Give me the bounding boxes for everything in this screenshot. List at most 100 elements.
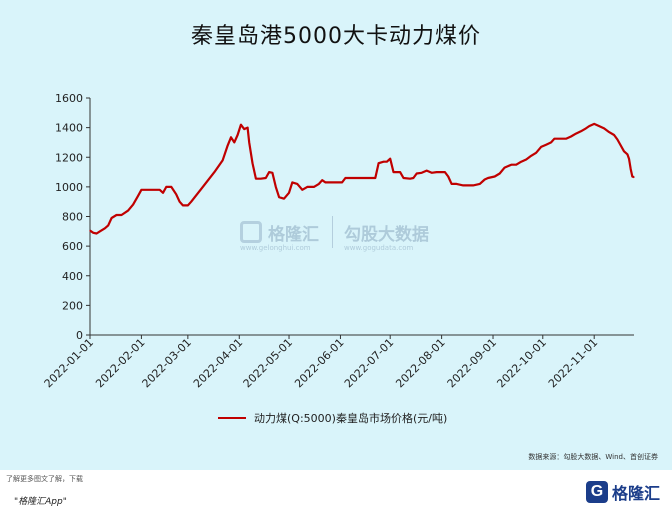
data-point: [132, 204, 134, 206]
data-point: [89, 230, 91, 232]
watermark-left: 格隆汇 www.gelonghui.com: [240, 218, 319, 252]
data-point: [233, 141, 235, 143]
data-point: [165, 186, 167, 188]
data-point: [402, 177, 405, 179]
data-point: [616, 138, 619, 141]
data-point: [318, 183, 320, 185]
data-point: [499, 172, 501, 175]
data-point: [182, 204, 184, 206]
data-point: [631, 175, 633, 178]
data-point: [251, 162, 254, 164]
data-point: [630, 168, 632, 170]
data-point: [137, 195, 139, 197]
x-tick-label: 2022-04-01: [191, 336, 245, 390]
data-point: [598, 125, 600, 127]
data-point: [462, 184, 464, 186]
y-tick-label: 600: [62, 240, 83, 253]
chart-title: 秦皇岛港5000大卡动力煤价: [191, 24, 481, 49]
data-point: [560, 138, 562, 140]
data-point: [374, 177, 376, 179]
data-point: [278, 196, 280, 198]
data-point: [504, 167, 506, 169]
data-point: [633, 176, 635, 178]
legend-swatch: [218, 417, 246, 419]
watermark-right-url: www.gogudata.com: [344, 244, 414, 252]
data-point: [484, 178, 486, 181]
data-point: [626, 153, 629, 155]
data-point: [202, 186, 204, 188]
data-point: [455, 183, 458, 185]
x-tick-label: 2022-05-01: [241, 336, 295, 390]
data-point: [271, 172, 273, 174]
data-point: [545, 144, 547, 146]
data-point: [115, 214, 118, 216]
legend-label: 动力煤(Q:5000)秦皇岛市场价格(元/吨): [254, 412, 448, 425]
data-point: [237, 134, 239, 136]
data-point: [92, 232, 94, 234]
data-point: [451, 183, 453, 185]
data-point: [613, 134, 615, 136]
x-tick-label: 2022-09-01: [445, 336, 499, 390]
series-layer: [89, 122, 635, 235]
y-axis: 0 200 400 600 800 1000 1200 1400 1600: [55, 92, 91, 342]
data-point: [154, 189, 156, 191]
y-tick-label: 1400: [55, 122, 83, 135]
data-point: [603, 127, 605, 129]
data-point: [283, 198, 285, 200]
x-tick-label: 2022-11-01: [546, 336, 600, 390]
data-point: [306, 186, 308, 188]
data-point: [187, 204, 189, 206]
data-point: [472, 184, 474, 186]
data-point: [628, 158, 630, 160]
data-point: [288, 192, 290, 194]
data-point: [580, 130, 582, 132]
data-point: [111, 217, 113, 219]
y-tick-label: 400: [62, 270, 83, 283]
data-point: [366, 177, 368, 179]
data-point: [535, 152, 537, 154]
line-chart: 0 200 400 600 800 1000 1200 1400 1600 2022-01-01…: [42, 92, 635, 390]
y-tick-label: 800: [62, 211, 83, 224]
data-point: [127, 210, 129, 212]
x-tick-label: 2022-10-01: [494, 336, 548, 390]
data-point: [383, 161, 385, 163]
chart-panel: [0, 0, 672, 470]
data-point: [515, 164, 517, 166]
data-point: [494, 175, 496, 178]
data-point: [227, 144, 229, 146]
data-point: [412, 177, 414, 179]
data-point: [585, 127, 587, 129]
series-line: [89, 122, 635, 235]
data-point: [159, 189, 161, 191]
data-point: [444, 171, 446, 173]
data-point: [447, 175, 449, 178]
data-point: [190, 201, 192, 203]
x-tick-label: 2022-06-01: [292, 336, 346, 390]
brand-logo: G 格隆汇: [585, 479, 660, 505]
data-point: [550, 141, 552, 143]
data-point: [487, 177, 489, 179]
data-point: [313, 186, 315, 188]
data-point: [386, 161, 388, 163]
watermark-left-url: www.gelonghui.com: [240, 244, 311, 252]
y-tick-label: 0: [76, 329, 83, 342]
data-point: [99, 230, 101, 232]
data-point: [588, 125, 590, 127]
data-point: [399, 171, 401, 173]
data-point: [623, 150, 625, 152]
data-point: [247, 127, 249, 129]
data-point: [441, 171, 443, 173]
data-point: [321, 179, 323, 181]
data-point: [222, 159, 224, 161]
data-point: [104, 227, 106, 229]
data-point: [324, 181, 327, 183]
data-point: [421, 172, 423, 174]
x-axis: 2022-01-012022-02-012022-03-012022-04-01…: [42, 334, 634, 390]
x-tick-label: 2022-03-01: [140, 336, 194, 390]
footnote: 了解更多图文了解，下载: [6, 475, 83, 483]
data-point: [378, 162, 380, 164]
app-label: "格隆汇App": [14, 497, 67, 507]
data-point: [162, 192, 164, 194]
data-point: [107, 224, 109, 226]
data-point: [608, 131, 610, 133]
